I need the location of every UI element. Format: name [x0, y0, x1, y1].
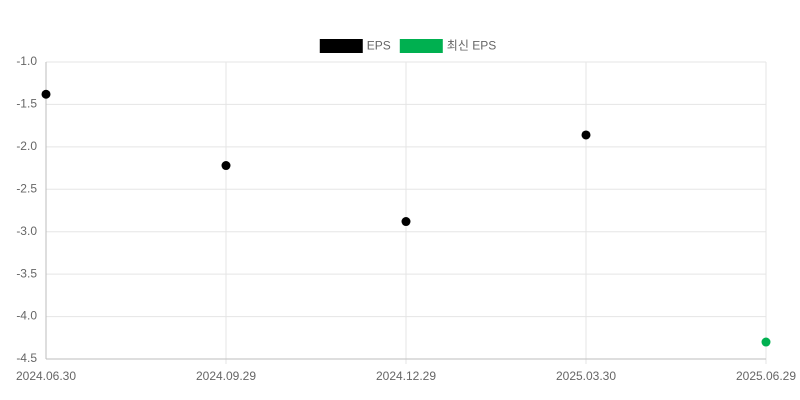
x-tick-label: 2025.06.29: [736, 369, 796, 383]
x-tick-label: 2024.12.29: [376, 369, 436, 383]
legend-label: 최신 EPS: [447, 39, 496, 53]
point: [581, 130, 591, 140]
point: [761, 337, 771, 347]
legend-label: EPS: [367, 39, 391, 53]
y-tick-label: -3.5: [16, 266, 37, 280]
legend-swatch: [319, 39, 363, 53]
y-tick-label: -3.0: [16, 224, 37, 238]
y-tick-label: -4.5: [16, 351, 37, 365]
point: [401, 217, 411, 227]
x-tick-label: 2024.06.30: [16, 369, 76, 383]
y-tick-label: -1.0: [16, 54, 37, 68]
legend-swatch: [399, 39, 443, 53]
point: [41, 89, 51, 99]
point: [221, 161, 231, 171]
y-tick-label: -1.5: [16, 97, 37, 111]
y-tick-label: -2.0: [16, 139, 37, 153]
y-tick-label: -2.5: [16, 181, 37, 195]
x-tick-label: 2025.03.30: [556, 369, 616, 383]
y-tick-label: -4.0: [16, 309, 37, 323]
x-tick-label: 2024.09.29: [196, 369, 256, 383]
